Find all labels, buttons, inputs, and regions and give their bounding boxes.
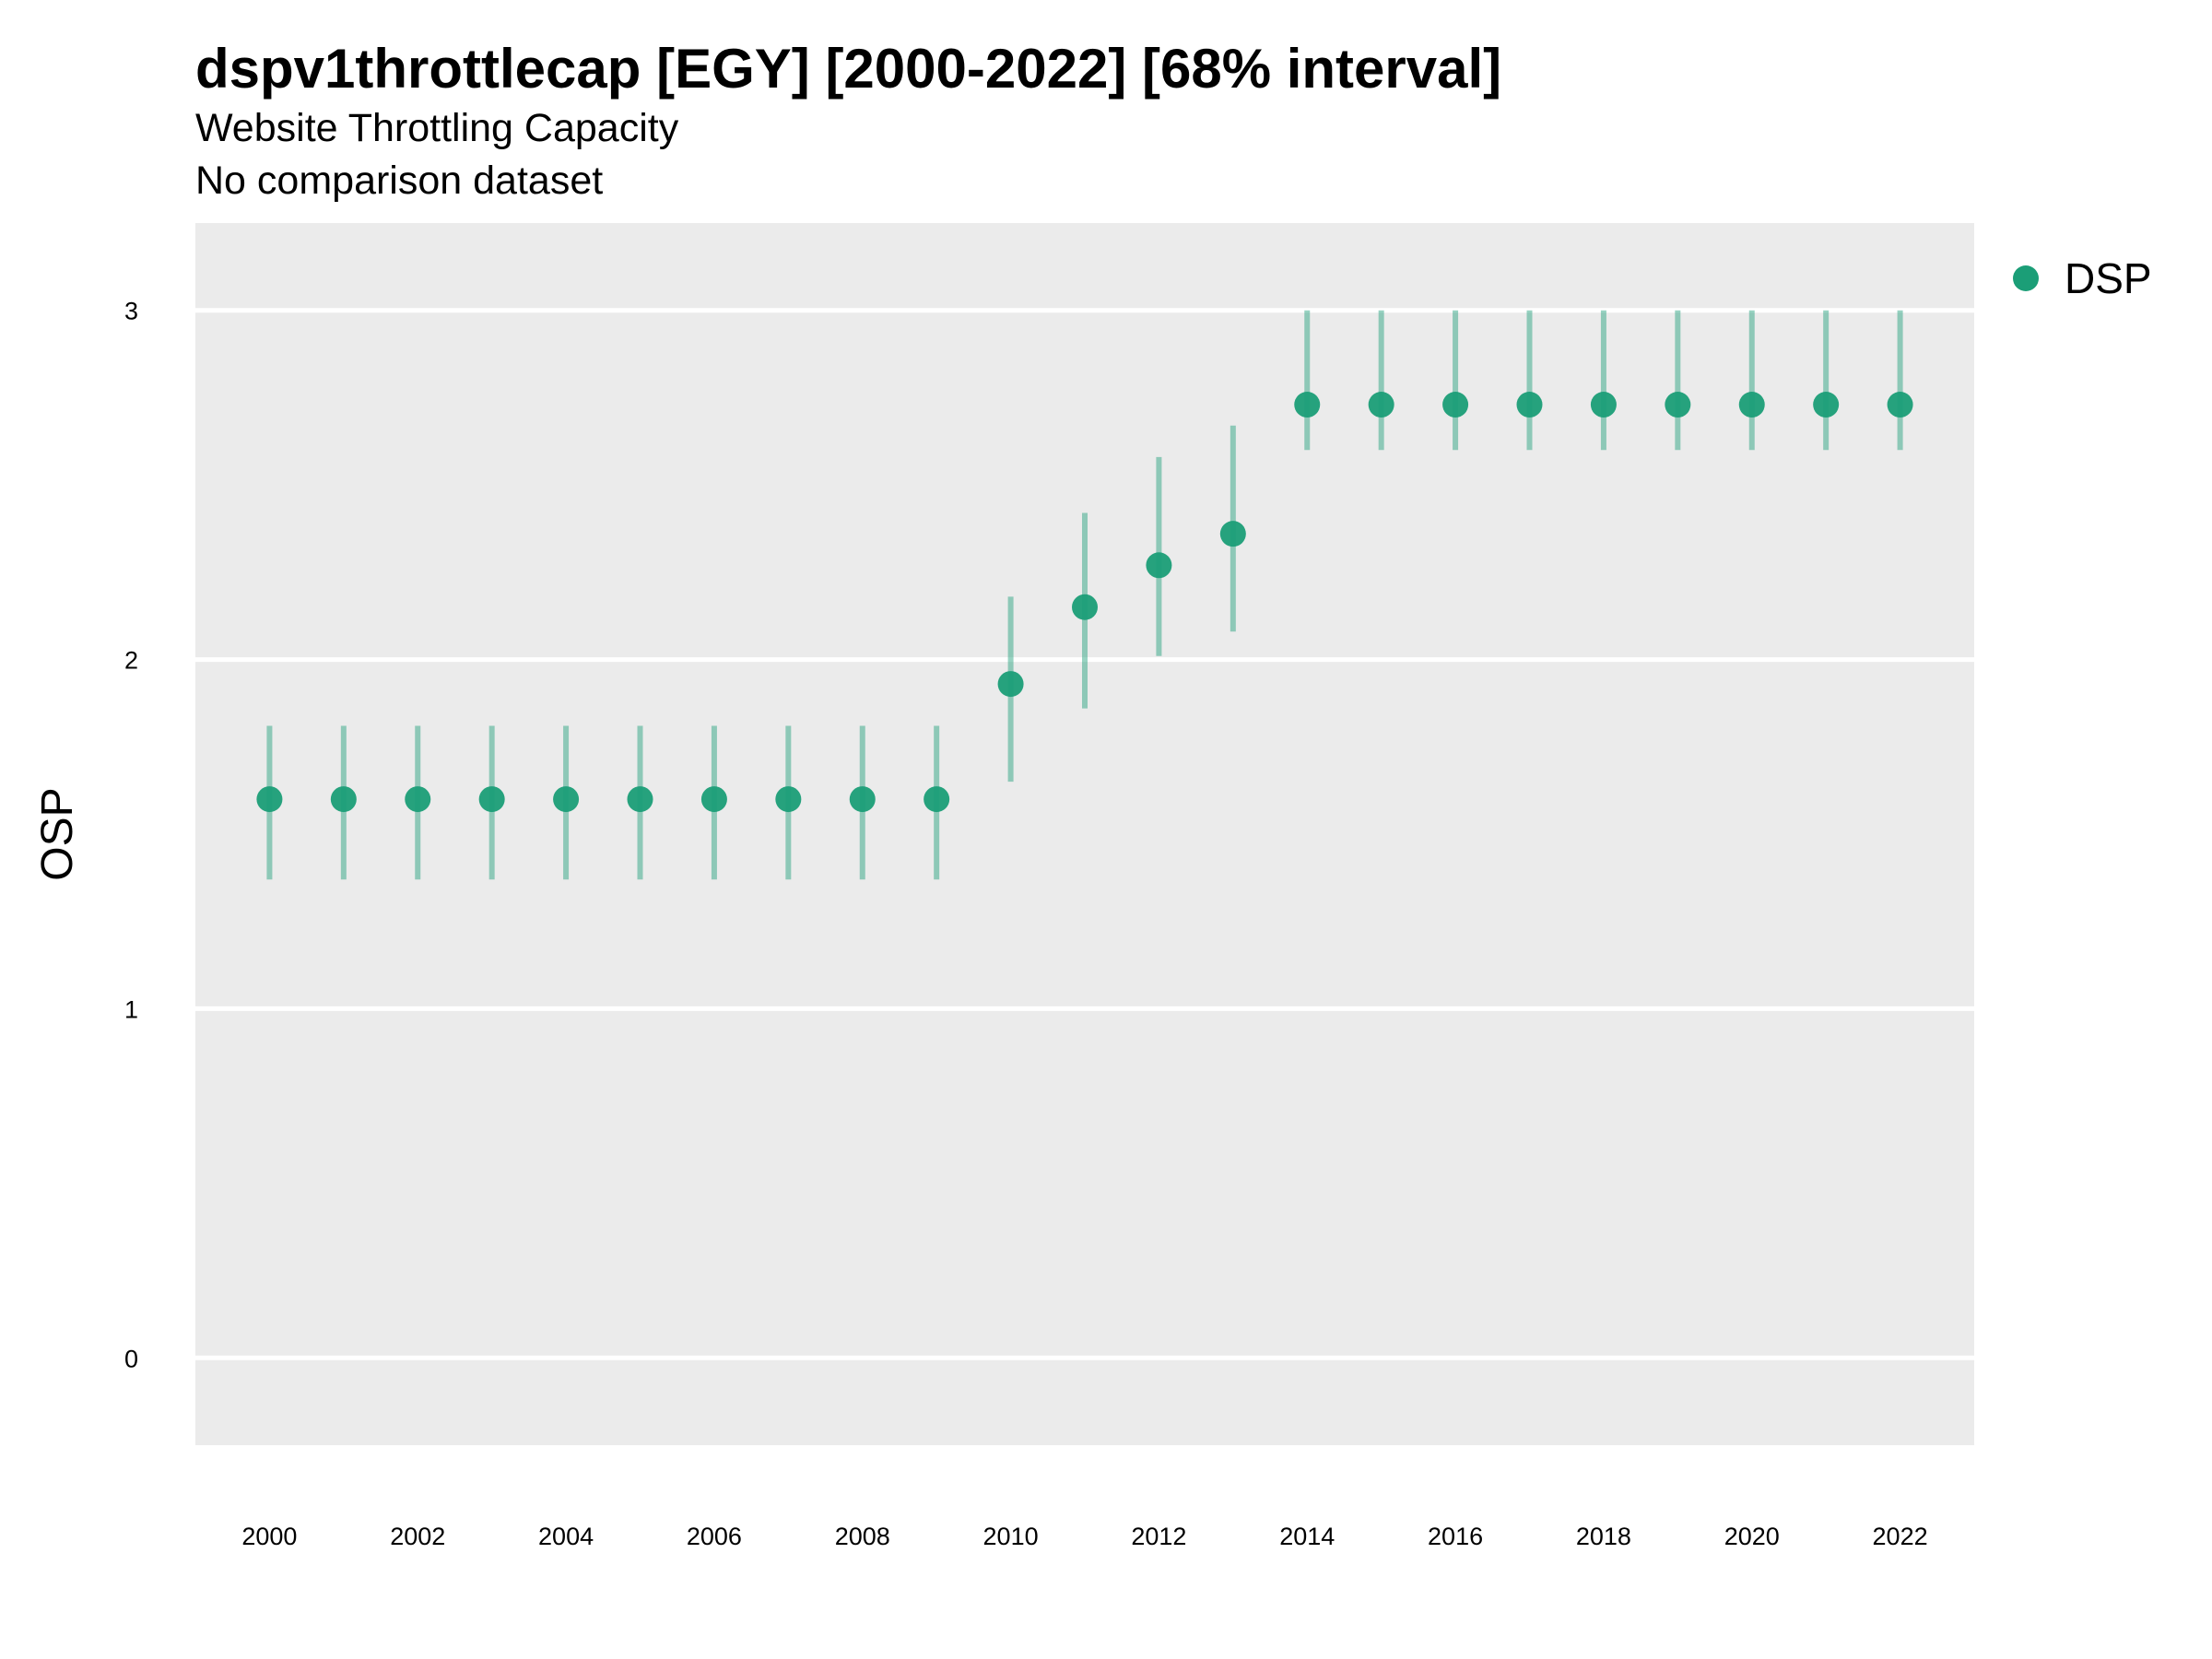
y-tick-label-3: 3 xyxy=(124,298,138,325)
data-point-2019 xyxy=(1665,392,1691,418)
data-point-2008 xyxy=(849,786,876,813)
y-tick-label-1: 1 xyxy=(124,995,138,1023)
x-tick-label-2004: 2004 xyxy=(538,1523,594,1550)
data-point-2022 xyxy=(1887,392,1913,418)
data-point-2009 xyxy=(924,786,950,813)
x-axis-ticks: 2000 2002 2004 2006 2008 2010 2012 2014 2016 2018… xyxy=(241,1523,1927,1550)
data-point-2018 xyxy=(1590,392,1617,418)
x-tick-label-2006: 2006 xyxy=(687,1523,742,1550)
chart-title: dspv1throttlecap [EGY] [2000-2022] [68% … xyxy=(195,38,1502,100)
y-axis-label: OSP xyxy=(33,787,82,880)
x-tick-label-2018: 2018 xyxy=(1576,1523,1631,1550)
data-point-2017 xyxy=(1516,392,1543,418)
plot-panel xyxy=(195,223,1974,1445)
x-tick-label-2012: 2012 xyxy=(1131,1523,1186,1550)
x-tick-label-2022: 2022 xyxy=(1873,1523,1928,1550)
legend: DSP xyxy=(2013,254,2152,302)
grid-lines xyxy=(195,308,1974,1360)
x-tick-label-2002: 2002 xyxy=(390,1523,445,1550)
chart-subtitle: Website Throttling Capacity xyxy=(195,106,679,150)
data-point-2006 xyxy=(700,786,727,813)
x-tick-label-2016: 2016 xyxy=(1428,1523,1483,1550)
chart-subtitle-comparison: No comparison dataset xyxy=(195,159,604,203)
data-point-2011 xyxy=(1072,594,1098,620)
x-tick-label-2010: 2010 xyxy=(983,1523,1039,1550)
data-point-2000 xyxy=(256,786,283,813)
data-point-2021 xyxy=(1813,392,1840,418)
data-point-2001 xyxy=(330,786,357,813)
data-point-2005 xyxy=(627,786,653,813)
y-tick-label-2: 2 xyxy=(124,647,138,675)
legend-key-dsp xyxy=(2013,265,2039,291)
data-point-2007 xyxy=(775,786,802,813)
x-tick-label-2020: 2020 xyxy=(1724,1523,1780,1550)
x-tick-label-2008: 2008 xyxy=(835,1523,890,1550)
data-point-2002 xyxy=(405,786,431,813)
data-point-2015 xyxy=(1368,392,1394,418)
data-point-2013 xyxy=(1219,521,1246,547)
legend-label-dsp: DSP xyxy=(2065,254,2152,302)
y-tick-label-0: 0 xyxy=(124,1345,138,1372)
x-tick-label-2000: 2000 xyxy=(241,1523,297,1550)
data-point-2004 xyxy=(553,786,580,813)
data-point-2014 xyxy=(1294,392,1321,418)
data-points xyxy=(256,392,1913,813)
y-axis-ticks: 0 1 2 3 xyxy=(124,298,138,1373)
data-point-2020 xyxy=(1738,392,1765,418)
data-point-2003 xyxy=(478,786,505,813)
x-tick-label-2014: 2014 xyxy=(1279,1523,1335,1550)
data-point-2016 xyxy=(1442,392,1469,418)
data-point-2010 xyxy=(997,671,1024,698)
data-point-2012 xyxy=(1146,552,1172,579)
